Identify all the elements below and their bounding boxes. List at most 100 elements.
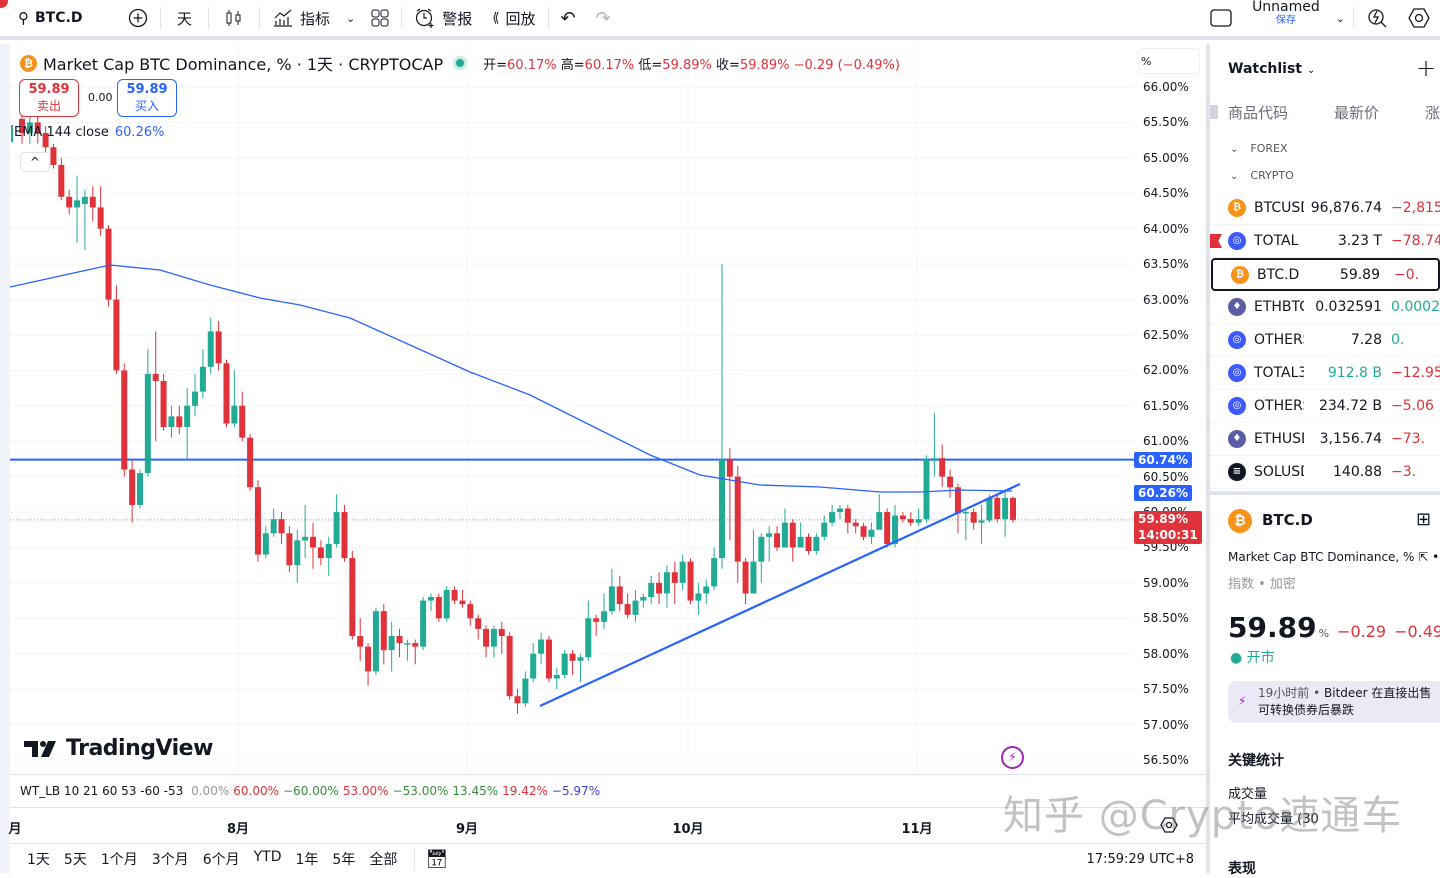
ohlc-values: 开=60.17% 高=60.17% 低=59.89% 收=59.89% −0.2… (483, 57, 900, 73)
collapse-legend-button[interactable]: ^ (20, 152, 50, 172)
rewind-icon: ⟪ (492, 10, 500, 26)
price-axis[interactable]: 66.00% 65.50% 65.00% 64.50% 64.00% 63.50% 63.0… (1134, 44, 1206, 774)
external-link-icon[interactable]: ⇱ (1418, 550, 1429, 564)
watchlist-symbol: SOLUSD (1254, 464, 1304, 480)
price-label: 64.50% (1143, 186, 1189, 201)
layout-toggle[interactable] (1200, 0, 1242, 36)
group-crypto[interactable]: ⌄ CRYPTO (1230, 169, 1294, 182)
ema-label: EMA 144 close (14, 125, 109, 140)
interval-button[interactable]: 天 (177, 9, 193, 28)
indicator-value: −60.00% (283, 784, 339, 798)
symbol-label: BTC.D (35, 10, 83, 26)
volume-label: 成交量 (1228, 787, 1268, 802)
watchlist-row[interactable]: ≡ SOLUSD 140.88 −3. (1210, 456, 1440, 489)
indicator-pane[interactable]: WT_LB 10 21 60 53 -60 -53 0.00% 60.00% −60… (10, 774, 1206, 808)
watchlist-row[interactable]: ◎ OTHERS 234.72 B −5.06 (1210, 390, 1440, 423)
candlestick-chart[interactable] (10, 44, 1206, 774)
market-status: ● 开市 (1230, 650, 1275, 666)
bar-countdown: 14:00:31 (1138, 528, 1198, 542)
axis-settings-icon[interactable] (1160, 816, 1178, 838)
indicators-dropdown[interactable]: ⌄ (346, 11, 356, 25)
price-label: 56.50% (1143, 752, 1189, 767)
watchlist-change: −12.95 (1391, 365, 1440, 381)
watchlist-row[interactable]: ◎ TOTAL 3.23 T −78.74 (1210, 225, 1440, 258)
add-symbol-button[interactable]: + (1416, 54, 1437, 82)
range-button[interactable]: YTD (253, 849, 282, 865)
replay-button[interactable]: ⟪ 回放 (482, 0, 545, 36)
layout-name[interactable]: Unnamed 保存 (1242, 0, 1330, 36)
watchlist-row[interactable]: ◎ TOTAL3 912.8 B −12.95 (1210, 357, 1440, 390)
range-button[interactable]: 1年 (295, 852, 319, 868)
range-button[interactable]: 全部 (369, 852, 398, 868)
date-range-calendar-icon[interactable]: 📅︎ (425, 848, 449, 870)
watchlist-symbol: BTC.D (1257, 266, 1300, 283)
range-button[interactable]: 1天 (27, 852, 50, 868)
redo-button[interactable]: ↷ (595, 7, 611, 29)
notification-dot (0, 0, 8, 8)
watchlist-symbol: ETHBTC (1254, 299, 1304, 315)
layout-button[interactable] (361, 0, 399, 36)
range-button[interactable]: 5年 (332, 852, 356, 868)
time-axis[interactable]: 月 8月 9月 10月 11月 (8, 808, 1206, 844)
last-price: 59.89% (1138, 512, 1188, 526)
compare-button[interactable] (118, 0, 158, 36)
price-label: 63.50% (1143, 257, 1189, 272)
watchlist-change: 0. (1391, 332, 1405, 348)
price-label: 60.50% (1143, 469, 1189, 484)
price-label: 62.50% (1143, 327, 1189, 342)
symbol-search[interactable]: ⚲ BTC.D (0, 0, 118, 36)
watchlist-row[interactable]: ♦ ETHBTC 0.032591 0.0002 (1210, 291, 1440, 324)
details-symbol[interactable]: BTC.D (1262, 511, 1313, 529)
time-label: 8月 (226, 822, 250, 837)
symbol-details: ₿ BTC.D ⊞ Market Cap BTC Dominance, % ⇱ … (1210, 491, 1440, 877)
bitcoin-icon: ₿ (20, 54, 37, 72)
flag-icon[interactable] (1210, 234, 1222, 248)
news-lightning-button[interactable]: ⚡ (1001, 746, 1024, 769)
indicators-button[interactable]: 指标 (262, 0, 340, 36)
watchlist-row[interactable]: ₿ BTCUSD 96,876.74 −2,815. (1210, 192, 1440, 225)
range-button[interactable]: 3个月 (151, 852, 189, 868)
undo-button[interactable]: ↶ (560, 7, 576, 29)
buy-button[interactable]: 59.89 买入 (117, 79, 177, 117)
indicator-name: WT_LB 10 21 60 53 -60 -53 (20, 784, 184, 798)
lightning-icon: ⚡ (1238, 694, 1247, 708)
group-forex[interactable]: ⌄ FOREX (1230, 142, 1288, 155)
buy-price: 59.89 (126, 82, 168, 97)
indicator-value: 19.42% (502, 784, 548, 798)
col-symbol[interactable]: 商品代码 (1228, 104, 1289, 122)
price-label: 63.00% (1143, 292, 1189, 307)
col-change[interactable]: 涨 (1425, 104, 1440, 122)
panel-divider[interactable] (1206, 44, 1210, 873)
indicator-value: 0.00% (191, 784, 230, 798)
left-strip (0, 44, 10, 873)
watchlist-title[interactable]: Watchlist ⌄ (1228, 61, 1316, 77)
watchlist-row[interactable]: ₿ BTC.D 59.89 −0. (1211, 258, 1440, 291)
range-button[interactable]: 6个月 (202, 852, 240, 868)
sell-button[interactable]: 59.89 卖出 (19, 79, 79, 117)
watchlist-symbol: OTHERS (1254, 398, 1304, 414)
quick-search-button[interactable] (1356, 0, 1398, 36)
chart-type-button[interactable] (211, 0, 257, 36)
layout-dropdown[interactable]: ⌄ (1335, 11, 1345, 25)
alert-button[interactable]: 警报 (404, 0, 482, 36)
chart-canvas[interactable] (10, 44, 1206, 774)
settings-button[interactable] (1398, 0, 1440, 36)
lightning-search-icon (1368, 9, 1387, 28)
indicator-value: 53.00% (342, 784, 389, 798)
watchlist-last: 3,156.74 (1319, 431, 1382, 447)
clock[interactable]: 17:59:29 UTC+8 (1086, 851, 1194, 867)
plus-circle-icon (128, 8, 148, 28)
watchlist-row[interactable]: ♦ ETHUSD 3,156.74 −73. (1210, 423, 1440, 456)
price-scale-unit[interactable]: % (1138, 48, 1200, 74)
last-price-tag: 59.89% 14:00:31 (1134, 511, 1202, 544)
watchlist-change: −5.06 (1391, 398, 1434, 414)
news-item[interactable]: ⚡ 19小时前 • Bitdeer 在直接出售 可转换债券后暴跌 (1228, 681, 1440, 723)
range-button[interactable]: 1个月 (100, 852, 138, 868)
ema-value: 60.26% (114, 125, 165, 140)
symbol-icon: ◎ (1228, 364, 1246, 382)
ema-legend[interactable]: EMA 144 close 60.26% (10, 125, 165, 142)
grid-icon[interactable]: ⊞ (1416, 509, 1432, 530)
watchlist-row[interactable]: ◎ OTHERS.D 7.28 0. (1210, 324, 1440, 357)
range-button[interactable]: 5天 (63, 852, 87, 868)
col-last[interactable]: 最新价 (1334, 104, 1380, 122)
